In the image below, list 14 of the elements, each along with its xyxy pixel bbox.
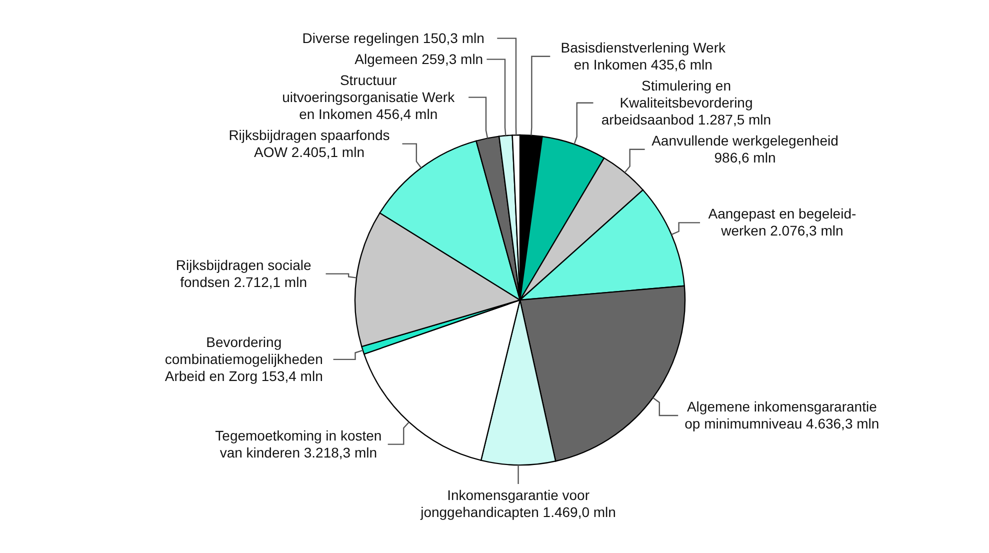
slice-label: Inkomensgarantie voor jonggehandicapten 1.469,0 mln: [420, 487, 616, 520]
slice-label: Tegemoetkoming in kosten van kinderen 3.218,3 mln: [215, 427, 382, 460]
slice-label: Algemene inkomensgararantie op minimumniveau 4.636,3 mln: [684, 398, 880, 432]
slice-label: Rijksbijdragen spaarfonds AOW 2.405,1 mln: [228, 126, 390, 160]
slice-label: Aanvullende werkgelegenheid: [652, 132, 838, 148]
slice-label: Rijksbijdragen sociale fondsen 2.712,1 mln: [176, 256, 312, 290]
slice-label: Bevordering combinatiemogelijkheden Arbeid en Zorg 153,4 mln: [164, 334, 323, 384]
slice-label: Structuur uitvoeringsorganisatie Werk en Inkomen 456,4 mln: [282, 72, 456, 122]
slice-label: Diverse regelingen 150,3 mln: [302, 30, 484, 46]
slice-label: Aangepast en begeleid-werken 2.076,3 mln: [708, 206, 856, 239]
slice-label: Stimulering en Kwaliteitsbevordering arbeidsaanbod 1.287,5 mln: [601, 77, 772, 128]
slice-label: Basisdienstverlening Werk en Inkomen 435,6 mln: [560, 39, 726, 72]
slice-label: Algemeen 259,3 mln: [354, 50, 484, 67]
data-label: 986,6 mln: [714, 149, 776, 166]
